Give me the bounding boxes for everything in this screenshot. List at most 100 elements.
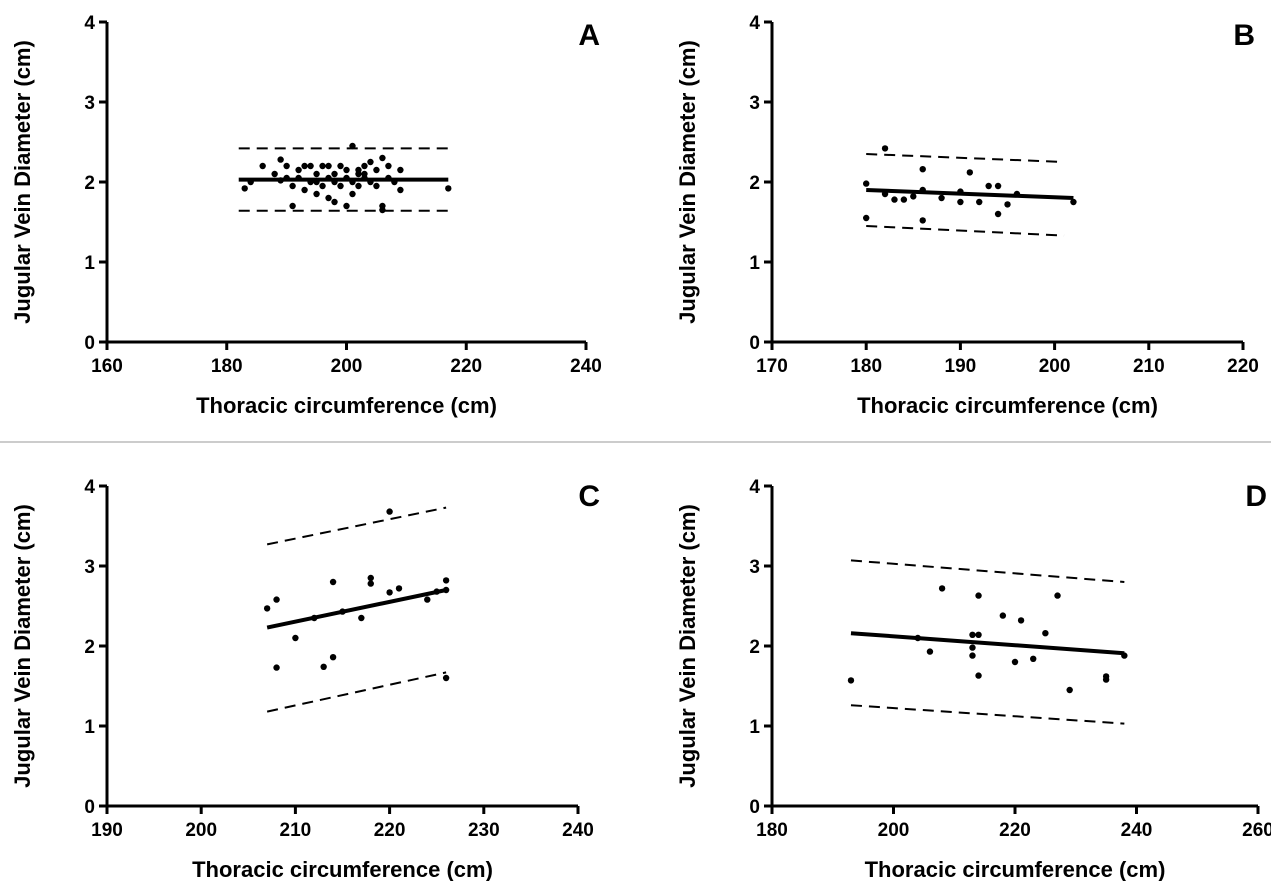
data-point bbox=[1042, 630, 1049, 637]
data-point bbox=[373, 182, 380, 190]
data-point bbox=[337, 182, 344, 190]
data-point bbox=[355, 182, 362, 190]
data-point bbox=[307, 162, 314, 170]
data-point bbox=[975, 672, 982, 679]
y-tick-label: 4 bbox=[84, 13, 95, 34]
data-point bbox=[355, 166, 362, 174]
data-point bbox=[395, 585, 403, 592]
data-point bbox=[1066, 686, 1073, 694]
panel-label: D bbox=[1245, 480, 1267, 513]
data-point bbox=[938, 585, 946, 592]
y-tick-label: 0 bbox=[749, 797, 760, 818]
data-point bbox=[919, 217, 926, 224]
data-point bbox=[313, 178, 320, 186]
regression-line bbox=[850, 631, 1125, 656]
data-point bbox=[969, 631, 976, 638]
y-tick-label: 2 bbox=[749, 173, 760, 194]
data-point bbox=[358, 614, 365, 622]
chart-panel-a: 160 180 200 220 240 0 1 2 3 4 Thoracic circumferen… bbox=[10, 13, 602, 418]
x-tick-label: 240 bbox=[1121, 820, 1153, 841]
data-point bbox=[379, 154, 386, 162]
data-point bbox=[289, 182, 296, 190]
x-axis-title: Thoracic circumference (cm) bbox=[865, 857, 1166, 881]
y-tick-label: 4 bbox=[749, 13, 760, 34]
data-point bbox=[331, 170, 338, 178]
x-tick-label: 260 bbox=[1242, 820, 1271, 841]
data-point bbox=[442, 586, 450, 594]
y-tick-label: 3 bbox=[749, 93, 760, 114]
x-tick-label: 160 bbox=[91, 356, 123, 377]
data-point bbox=[271, 170, 278, 178]
data-point bbox=[367, 574, 374, 582]
data-point bbox=[1054, 592, 1061, 599]
data-point bbox=[367, 580, 374, 587]
data-point bbox=[1030, 655, 1037, 662]
regression-line bbox=[266, 588, 447, 630]
data-point bbox=[311, 614, 318, 622]
data-point bbox=[349, 190, 356, 198]
data-point bbox=[386, 508, 393, 515]
data-point bbox=[339, 608, 346, 615]
data-point bbox=[331, 178, 338, 186]
y-tick-label: 2 bbox=[749, 637, 760, 658]
data-point bbox=[273, 596, 280, 603]
y-tick-label: 3 bbox=[749, 557, 760, 578]
data-point bbox=[301, 162, 308, 170]
data-point bbox=[385, 174, 392, 182]
data-point bbox=[349, 178, 356, 186]
y-axis-title: Jugular Vein Diameter (cm) bbox=[10, 504, 35, 788]
data-point bbox=[349, 142, 356, 150]
x-axis-title: Thoracic circumference (cm) bbox=[192, 857, 493, 881]
data-point bbox=[1013, 190, 1021, 198]
x-tick-label: 230 bbox=[468, 820, 500, 841]
data-point bbox=[325, 194, 332, 202]
lower-band-line bbox=[850, 704, 1125, 725]
data-point bbox=[343, 166, 350, 174]
data-point bbox=[969, 652, 976, 659]
regression-line bbox=[866, 188, 1074, 200]
lower-band-line bbox=[266, 671, 447, 713]
x-tick-label: 180 bbox=[756, 820, 788, 841]
data-point bbox=[969, 644, 976, 651]
data-point bbox=[307, 178, 314, 186]
x-tick-label: 240 bbox=[562, 820, 594, 841]
data-point bbox=[319, 182, 326, 190]
data-point bbox=[386, 589, 393, 596]
data-point bbox=[847, 677, 855, 684]
data-point bbox=[289, 202, 296, 210]
data-point bbox=[247, 178, 254, 186]
y-tick-label: 3 bbox=[84, 557, 95, 578]
data-point bbox=[957, 188, 964, 195]
data-point bbox=[1011, 658, 1019, 666]
data-point bbox=[397, 186, 404, 194]
x-tick-label: 190 bbox=[945, 356, 977, 377]
data-point bbox=[1102, 676, 1110, 683]
panel-label: B bbox=[1233, 19, 1255, 52]
x-tick-label: 220 bbox=[374, 820, 406, 841]
panel-label: A bbox=[578, 19, 600, 52]
data-point bbox=[994, 210, 1002, 218]
x-tick-label: 200 bbox=[878, 820, 910, 841]
data-point bbox=[881, 190, 889, 198]
y-tick-label: 1 bbox=[749, 253, 760, 274]
x-tick-label: 190 bbox=[91, 820, 123, 841]
data-point bbox=[891, 196, 898, 203]
data-point bbox=[331, 198, 338, 206]
data-point bbox=[295, 174, 302, 182]
x-tick-label: 180 bbox=[850, 356, 882, 377]
y-tick-label: 2 bbox=[84, 637, 95, 658]
panel-label: C bbox=[578, 480, 600, 513]
data-point bbox=[325, 162, 332, 170]
data-point bbox=[313, 170, 320, 178]
x-tick-label: 180 bbox=[211, 356, 243, 377]
data-point bbox=[994, 182, 1002, 190]
data-point bbox=[442, 674, 450, 682]
data-point bbox=[1004, 201, 1011, 208]
data-point bbox=[957, 198, 964, 206]
lower-band-line bbox=[866, 225, 1065, 237]
data-point bbox=[914, 634, 921, 642]
data-point bbox=[445, 185, 452, 192]
y-axis-title: Jugular Vein Diameter (cm) bbox=[10, 40, 35, 324]
data-point bbox=[1070, 198, 1077, 206]
data-point bbox=[343, 202, 350, 210]
